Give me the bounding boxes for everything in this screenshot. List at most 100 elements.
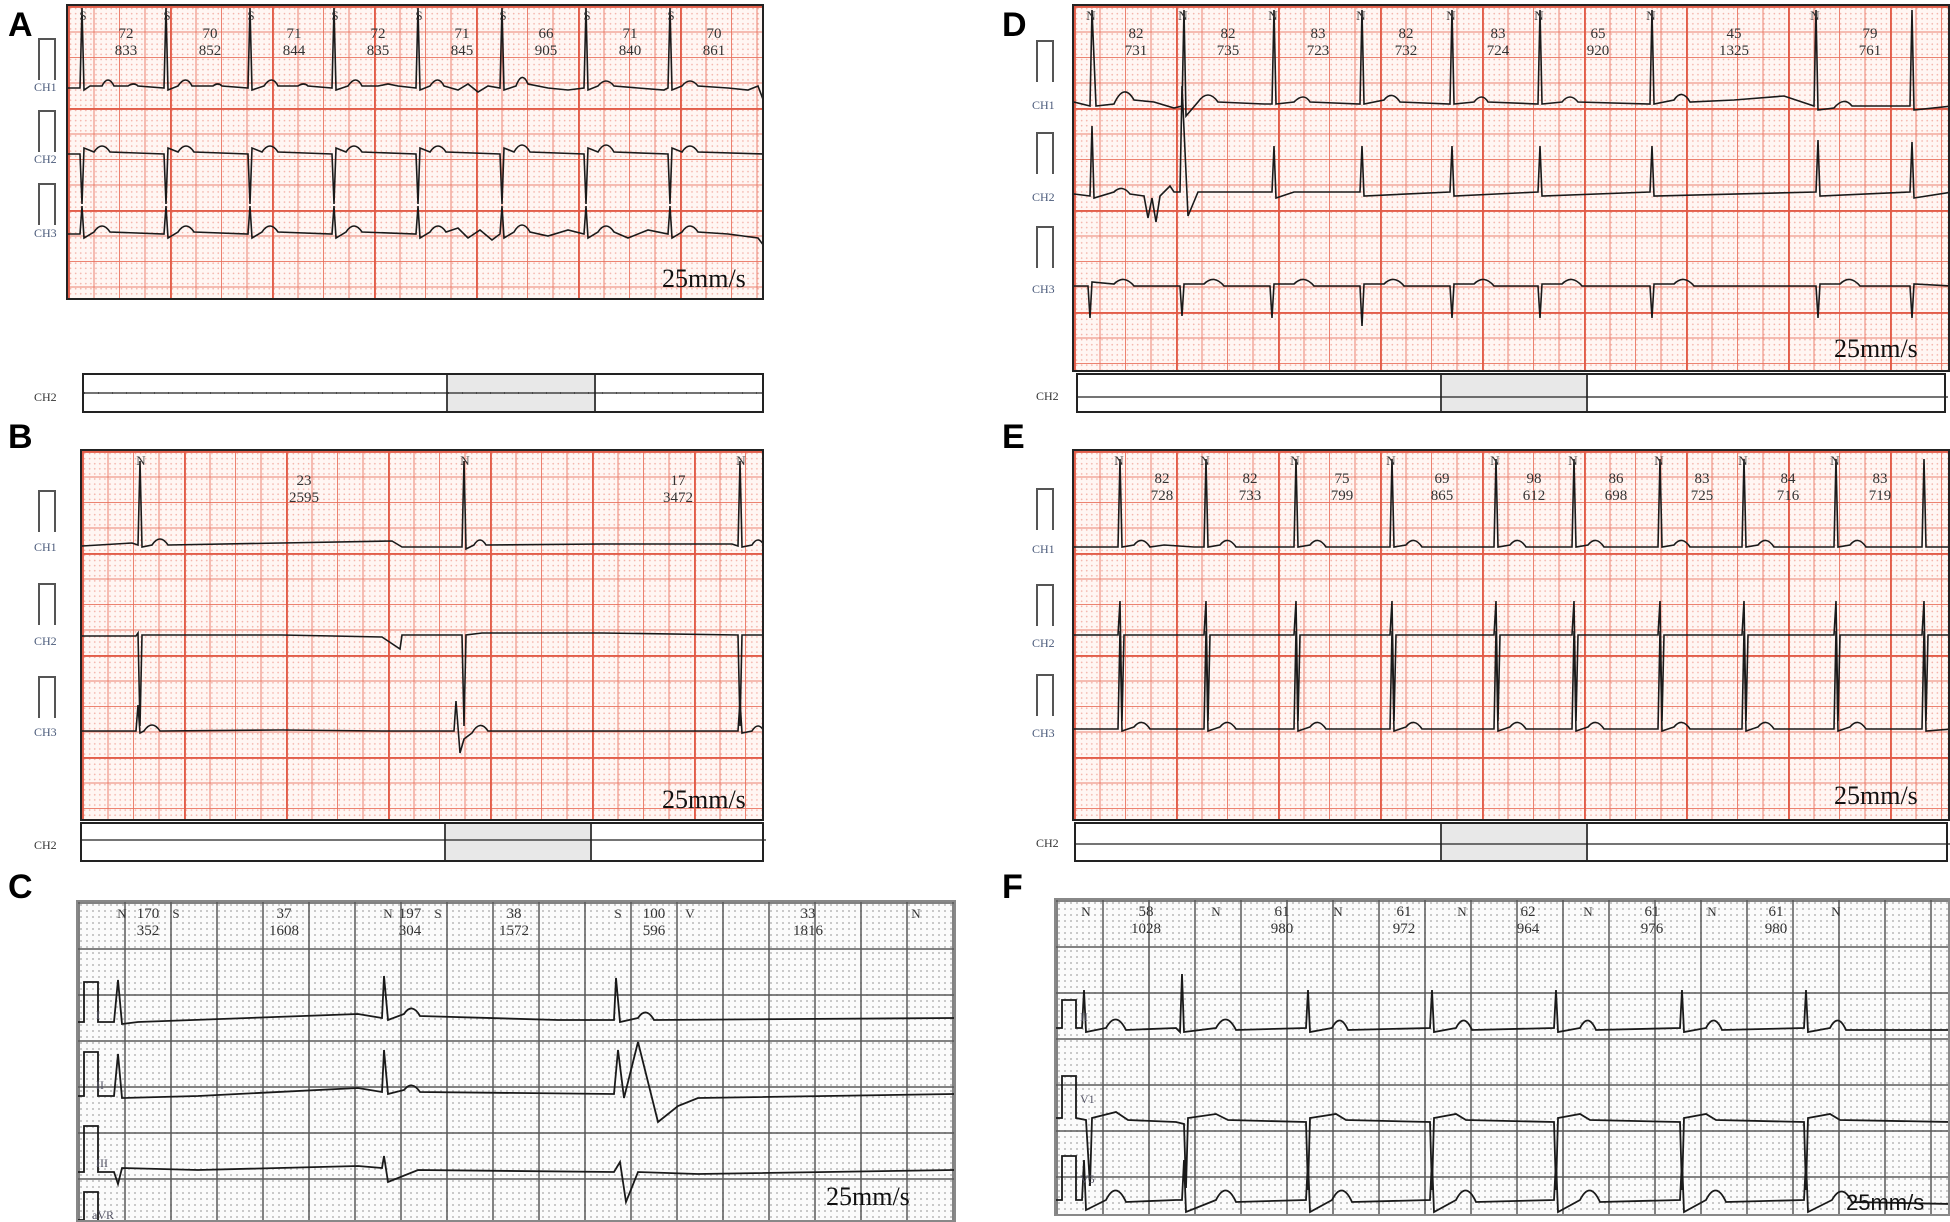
rr-interval: 3472: [663, 490, 693, 507]
beat-interval-label: 33 1816: [793, 906, 823, 941]
beat-interval-label: 82 731: [1125, 26, 1148, 61]
channel-label-ch2: CH2: [34, 634, 57, 648]
beat-interval-label: 71 840: [619, 26, 642, 61]
beat-tag: N: [1810, 8, 1820, 23]
ecg-trace-e: [1074, 458, 1948, 733]
lead-label-i: I: [96, 1008, 100, 1022]
channel-label-ch3: CH3: [1032, 282, 1055, 296]
heart-rate: 83: [1694, 471, 1710, 487]
overview-selection-window[interactable]: [1440, 375, 1588, 411]
rr-interval: 840: [618, 43, 642, 60]
heart-rate: 23: [296, 473, 312, 489]
beat-interval-label: 70 852: [199, 26, 222, 61]
rr-interval: 845: [450, 43, 474, 60]
beat-interval-label: 197 304: [399, 906, 422, 941]
ecg-trace-a: [68, 7, 762, 245]
heart-rate: 86: [1608, 471, 1624, 487]
beat-tag: N: [1268, 8, 1278, 23]
calibration-pulse-ch3: [1036, 226, 1054, 268]
beat-interval-label: 79 761: [1859, 26, 1882, 61]
lead-label-v1: V1: [1080, 1092, 1095, 1106]
paper-speed-label: 25mm/s: [1846, 1190, 1925, 1215]
beat-tag: N: [136, 453, 146, 468]
beat-tag: N: [1490, 453, 1500, 468]
calibration-pulse-ch2: [1036, 132, 1054, 174]
beat-interval-label: 86 698: [1605, 471, 1628, 506]
rr-interval: 865: [1430, 488, 1454, 505]
beat-tag: S: [667, 8, 675, 23]
beat-tag: S: [434, 906, 442, 921]
beat-tag: N: [1534, 8, 1544, 23]
rr-interval: 976: [1640, 921, 1664, 938]
rr-interval: 732: [1394, 43, 1418, 60]
beat-tag: N: [1211, 904, 1221, 919]
beat-interval-label: 82 733: [1239, 471, 1262, 506]
lead-label-avr: aVR: [92, 1208, 114, 1222]
rr-interval: 698: [1604, 488, 1628, 505]
panel-letter-f: F: [1002, 868, 1023, 906]
overview-strip-a[interactable]: [82, 373, 764, 413]
beat-tag: N: [911, 906, 921, 921]
overview-strip-b[interactable]: [80, 822, 766, 862]
calibration-pulse-ch3: [38, 676, 56, 718]
beat-interval-label: 71 845: [451, 26, 474, 61]
beat-tag: N: [1738, 453, 1748, 468]
heart-rate: 82: [1220, 26, 1236, 42]
rr-interval: 861: [702, 43, 726, 60]
beat-interval-label: 84 716: [1777, 471, 1800, 506]
beat-interval-label: 72 835: [367, 26, 390, 61]
rr-interval: 761: [1858, 43, 1882, 60]
rr-interval: 735: [1216, 43, 1240, 60]
beat-interval-label: 83 723: [1307, 26, 1330, 61]
overview-channel-label: CH2: [1036, 389, 1059, 403]
rr-interval: 980: [1764, 921, 1788, 938]
beat-tag: N: [1830, 453, 1840, 468]
ecg-strip-b: N N N 23 2595 17 3472 25mm/s: [80, 449, 764, 821]
beat-interval-label: 61 980: [1271, 904, 1294, 939]
overview-strip-d[interactable]: [1076, 373, 1948, 413]
beat-interval-label: 170 352: [137, 906, 160, 941]
beat-tag: S: [163, 8, 171, 23]
lead-label-v5: V5: [1080, 1172, 1095, 1186]
heart-rate: 98: [1526, 471, 1542, 487]
beat-interval-label: 17 3472: [663, 473, 693, 508]
beat-interval-label: 71 844: [283, 26, 306, 61]
panel-letter-b: B: [8, 418, 33, 456]
ecg-trace-d: [1074, 9, 1948, 327]
heart-rate: 71: [286, 26, 302, 42]
heart-rate: 82: [1242, 471, 1258, 487]
rr-interval: 724: [1486, 43, 1510, 60]
rr-interval: 1816: [793, 923, 823, 940]
beat-tag: S: [499, 8, 507, 23]
rr-interval: 733: [1238, 488, 1262, 505]
rr-interval: 716: [1776, 488, 1800, 505]
rr-interval: 304: [398, 923, 422, 940]
rr-interval: 844: [282, 43, 306, 60]
heart-rate: 83: [1310, 26, 1326, 42]
rr-interval: 728: [1150, 488, 1174, 505]
overview-selection-window[interactable]: [444, 824, 592, 860]
channel-label-ch1: CH1: [1032, 98, 1055, 112]
beat-tag: S: [614, 906, 622, 921]
heart-rate: 82: [1154, 471, 1170, 487]
beat-interval-label: 72 833: [115, 26, 138, 61]
overview-channel-label: CH2: [34, 838, 57, 852]
paper-speed-label: 25mm/s: [662, 785, 746, 814]
beat-interval-label: 100 596: [643, 906, 666, 941]
beat-interval-label: 70 861: [703, 26, 726, 61]
rr-interval: 980: [1270, 921, 1294, 938]
beat-tag: N: [1356, 8, 1366, 23]
calibration-pulse-ch3: [38, 183, 56, 225]
heart-rate: 37: [276, 906, 292, 922]
overview-strip-e[interactable]: [1074, 822, 1950, 862]
heart-rate: 33: [800, 906, 816, 922]
rr-interval: 972: [1392, 921, 1416, 938]
beat-interval-label: 69 865: [1431, 471, 1454, 506]
overview-selection-window[interactable]: [1440, 824, 1588, 860]
beat-tag: S: [247, 8, 255, 23]
channel-label-ch3: CH3: [1032, 726, 1055, 740]
beat-interval-label: 62 964: [1517, 904, 1540, 939]
rr-interval: 835: [366, 43, 390, 60]
beat-tag: N: [117, 906, 127, 921]
beat-tag: N: [1583, 904, 1593, 919]
